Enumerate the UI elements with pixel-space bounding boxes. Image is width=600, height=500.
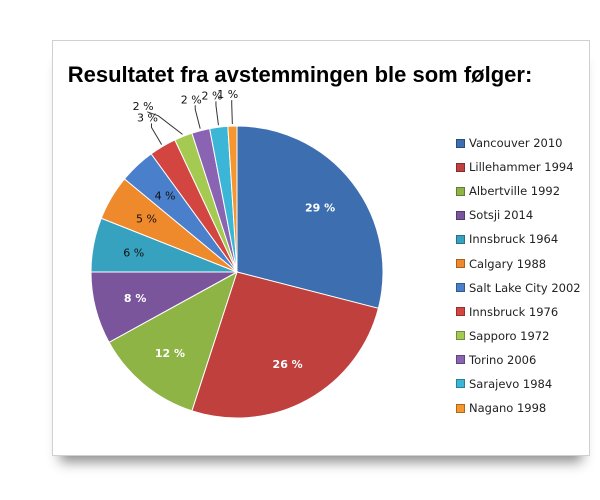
legend-swatch xyxy=(456,355,465,365)
legend-label: Nagano 1998 xyxy=(469,401,547,416)
legend-label: Innsbruck 1964 xyxy=(469,232,559,247)
leader-line xyxy=(150,123,163,145)
legend-swatch xyxy=(456,379,465,389)
legend-item: Innsbruck 1964 xyxy=(456,227,581,251)
leader-line xyxy=(215,101,219,126)
legend-item: Salt Lake City 2002 xyxy=(456,276,581,300)
legend-label: Sotsji 2014 xyxy=(469,208,534,223)
leader-line xyxy=(231,100,233,125)
legend-label: Sarajevo 1984 xyxy=(469,376,553,391)
legend-label: Salt Lake City 2002 xyxy=(469,280,581,295)
legend-label: Lillehammer 1994 xyxy=(469,160,574,175)
slice-label: 5 % xyxy=(136,212,157,225)
legend-item: Albertville 1992 xyxy=(456,179,581,203)
pie-slice xyxy=(227,125,238,273)
legend-label: Vancouver 2010 xyxy=(469,136,563,151)
pie-slice xyxy=(236,125,384,309)
slice-label: 4 % xyxy=(155,189,176,202)
legend-item: Torino 2006 xyxy=(456,348,581,372)
slice-label: 8 % xyxy=(124,292,147,305)
slice-label: 1 % xyxy=(217,88,238,101)
legend-item: Sapporo 1972 xyxy=(456,324,581,348)
legend-label: Sapporo 1972 xyxy=(469,328,550,343)
legend-item: Nagano 1998 xyxy=(456,396,581,420)
slice-label: 2 % xyxy=(133,100,154,113)
legend-swatch xyxy=(456,234,465,244)
slice-label: 3 % xyxy=(137,111,158,124)
legend-item: Sarajevo 1984 xyxy=(456,372,581,396)
pie-slice xyxy=(108,270,238,412)
legend-label: Innsbruck 1976 xyxy=(469,304,559,319)
slice-label: 2 % xyxy=(181,93,202,106)
legend-swatch xyxy=(456,186,465,196)
slice-label: 2 % xyxy=(201,89,222,102)
legend-swatch xyxy=(456,307,465,317)
legend-swatch xyxy=(456,210,465,220)
chart-title: Resultatet fra avstemmingen ble som følg… xyxy=(67,62,533,87)
legend-swatch xyxy=(456,403,465,413)
legend-swatch xyxy=(456,331,465,341)
legend-item: Lillehammer 1994 xyxy=(456,155,581,179)
pie-slice xyxy=(191,271,380,419)
leader-line xyxy=(194,105,201,129)
slice-label: 26 % xyxy=(273,358,303,371)
legend-swatch xyxy=(456,138,465,148)
legend-item: Sotsji 2014 xyxy=(456,203,581,227)
legend-item: Vancouver 2010 xyxy=(456,131,581,155)
legend-item: Calgary 1988 xyxy=(456,251,581,275)
slice-label: 12 % xyxy=(155,347,185,360)
legend-item: Innsbruck 1976 xyxy=(456,300,581,324)
legend-label: Torino 2006 xyxy=(469,352,537,367)
legend-swatch xyxy=(456,162,465,172)
slice-label: 6 % xyxy=(123,246,144,259)
leader-line xyxy=(146,111,183,135)
slice-label: 29 % xyxy=(305,202,335,215)
legend-label: Albertville 1992 xyxy=(469,184,561,199)
legend: Vancouver 2010 Lillehammer 1994 Albertvill… xyxy=(456,131,581,420)
legend-swatch xyxy=(456,259,465,269)
legend-swatch xyxy=(456,283,465,293)
legend-label: Calgary 1988 xyxy=(469,256,547,271)
